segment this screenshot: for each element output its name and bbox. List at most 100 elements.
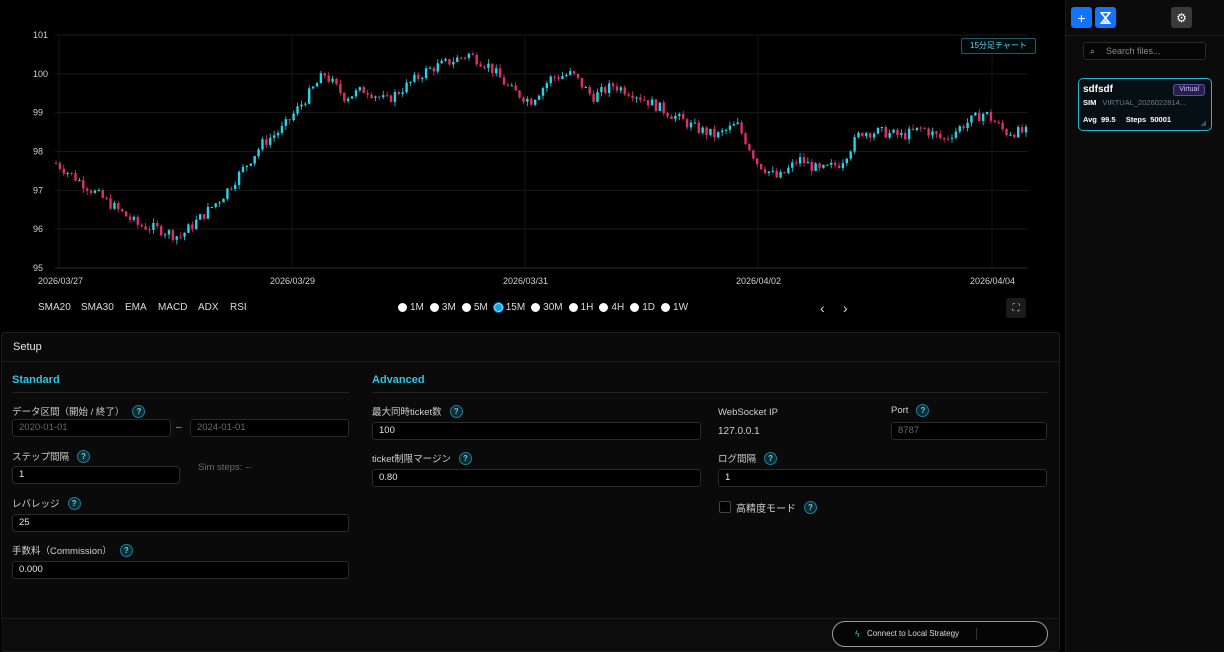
candle-body [167,230,171,235]
timeframe-4h[interactable]: 4H [599,302,624,313]
candle-body [175,236,178,240]
candle-body [841,163,845,169]
high-precision-checkbox[interactable] [719,501,731,513]
fullscreen-icon[interactable]: ⛶ [1006,298,1026,318]
timeframe-1d[interactable]: 1D [630,302,655,313]
indicator-ema[interactable]: EMA [125,302,147,313]
radio-selected-icon[interactable] [493,303,503,312]
commission-input[interactable]: 0.000 [12,561,349,579]
hourglass-button[interactable] [1095,7,1116,28]
candle-body [732,124,736,126]
candle-body [954,131,958,138]
data-range-label: データ区間（開始 / 終了） ? [12,404,146,418]
file-search-input[interactable]: ⌕ Search files... [1083,42,1206,60]
y-tick-label: 100 [33,69,48,79]
file-card[interactable]: sdfsdf Virtual SIM VIRTUAL_2026022814... … [1078,78,1212,131]
chevron-right-icon[interactable]: › [843,300,848,316]
candle-body [958,126,961,132]
settings-button[interactable]: ⚙ [1171,7,1192,28]
candle-body [97,190,101,192]
indicator-adx[interactable]: ADX [198,302,219,313]
candle-body [393,92,397,102]
timeframe-5m[interactable]: 5M [461,302,488,313]
candle-body [861,132,864,137]
candle-body [78,180,81,182]
radio-icon[interactable] [630,303,640,312]
candle-body [759,163,763,170]
candle-body [880,127,884,129]
candle-body [857,132,860,138]
chart-canvas[interactable]: 101 100 99 98 97 96 95 2026/03/27 2026/03/29 2026… [0,0,1064,290]
candle-body [424,68,428,79]
candle-body [156,222,159,227]
radio-icon[interactable] [461,303,471,312]
candle-body [833,162,837,166]
timeframe-3m[interactable]: 3M [429,302,456,313]
candle-body [89,190,93,193]
margin-label: ticket制限マージン ? [372,451,472,465]
candle-body [681,114,685,120]
step-input[interactable]: 1 [12,466,180,484]
help-icon[interactable]: ? [804,501,817,514]
leverage-label: レバレッジ ? [12,496,81,510]
port-input[interactable]: 8787 [891,422,1047,440]
help-icon[interactable]: ? [67,496,81,510]
indicator-rsi[interactable]: RSI [230,302,247,313]
timeframe-15m[interactable]: 15M [493,302,525,313]
radio-icon[interactable] [398,303,407,312]
connect-strategy-button[interactable]: ϟ Connect to Local Strategy [832,621,1048,647]
start-date-input[interactable]: 2020-01-01 [12,419,171,437]
price-chart[interactable]: 101 100 99 98 97 96 95 2026/03/27 2026/03/29 2026… [0,0,1064,290]
timeframe-1h[interactable]: 1H [568,302,593,313]
max-ticket-input[interactable]: 100 [372,422,701,440]
candle-body [794,162,798,164]
chevron-left-icon[interactable]: ‹ [820,300,825,316]
candle-body [327,75,330,82]
help-icon[interactable]: ? [916,404,930,417]
radio-icon[interactable] [531,303,541,312]
candle-body [163,234,167,236]
radio-icon[interactable] [599,303,609,312]
candle-body [892,129,895,133]
candle-body [689,122,693,128]
timeframe-1m[interactable]: 1M [398,302,424,313]
y-tick-label: 96 [33,224,43,234]
candle-body [417,74,420,79]
timeframe-30m[interactable]: 30M [531,302,563,313]
candle-body [884,127,887,138]
candle-body [222,198,225,203]
leverage-input[interactable]: 25 [12,514,349,532]
help-icon[interactable]: ? [132,404,146,418]
candle-body [526,98,529,102]
margin-input[interactable]: 0.80 [372,469,701,487]
websocket-ip-value: 127.0.0.1 [718,426,760,437]
y-tick-label: 101 [33,30,48,40]
radio-icon[interactable] [429,303,439,312]
candle-body [1005,129,1008,135]
help-icon[interactable]: ? [764,451,778,465]
help-icon[interactable]: ? [458,451,472,465]
help-icon[interactable]: ? [77,449,91,463]
candle-body [1013,134,1016,138]
indicator-macd[interactable]: MACD [158,302,188,313]
log-interval-input[interactable]: 1 [718,469,1047,487]
standard-divider [12,392,349,393]
y-tick-label: 95 [33,263,43,273]
help-icon[interactable]: ? [119,543,133,557]
radio-icon[interactable] [661,303,671,312]
indicator-sma20[interactable]: SMA20 [38,302,71,313]
candle-body [245,165,249,167]
candle-body [292,113,295,121]
timeframe-1w[interactable]: 1W [661,302,688,313]
candle-body [514,85,517,91]
candle-body [993,120,997,123]
end-date-input[interactable]: 2024-01-01 [190,419,349,437]
candle-body [346,98,350,101]
candle-body [966,122,969,129]
radio-icon[interactable] [568,303,578,312]
candle-body [662,102,665,114]
help-icon[interactable]: ? [449,404,463,418]
indicator-sma30[interactable]: SMA30 [81,302,114,313]
chart-type-badge: 15分足チャート [961,38,1036,54]
add-file-button[interactable]: + [1071,7,1092,28]
